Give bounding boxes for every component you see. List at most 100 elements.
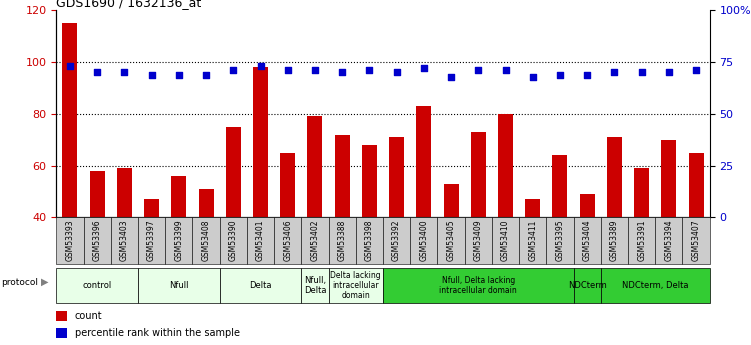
Bar <box>553 155 568 217</box>
FancyBboxPatch shape <box>410 217 437 264</box>
FancyBboxPatch shape <box>383 268 574 303</box>
Bar <box>525 199 540 217</box>
Text: NDCterm, Delta: NDCterm, Delta <box>622 281 689 290</box>
Text: GSM53395: GSM53395 <box>556 220 565 261</box>
Text: Delta: Delta <box>249 281 272 290</box>
Bar <box>416 106 431 217</box>
Point <box>445 74 457 79</box>
Bar <box>307 117 322 217</box>
Bar <box>62 23 77 217</box>
FancyBboxPatch shape <box>111 217 138 264</box>
FancyBboxPatch shape <box>655 217 683 264</box>
Bar <box>89 171 104 217</box>
Text: Nfull, Delta lacking
intracellular domain: Nfull, Delta lacking intracellular domai… <box>439 276 517 295</box>
Bar <box>362 145 377 217</box>
FancyBboxPatch shape <box>56 268 138 303</box>
Point <box>255 63 267 69</box>
Bar <box>580 194 595 217</box>
Text: GSM53402: GSM53402 <box>310 220 319 261</box>
Text: GDS1690 / 1632136_at: GDS1690 / 1632136_at <box>56 0 201 9</box>
Text: GSM53410: GSM53410 <box>501 220 510 261</box>
FancyBboxPatch shape <box>356 217 383 264</box>
Text: Nfull: Nfull <box>169 281 189 290</box>
Point <box>91 70 103 75</box>
Bar <box>280 152 295 217</box>
FancyBboxPatch shape <box>492 217 519 264</box>
Text: GSM53411: GSM53411 <box>528 220 537 261</box>
FancyBboxPatch shape <box>383 217 410 264</box>
Text: GSM53398: GSM53398 <box>365 220 374 261</box>
Text: GSM53393: GSM53393 <box>65 220 74 261</box>
Bar <box>144 199 159 217</box>
Bar <box>471 132 486 217</box>
Text: GSM53400: GSM53400 <box>419 220 428 261</box>
Text: GSM53408: GSM53408 <box>201 220 210 261</box>
FancyBboxPatch shape <box>138 217 165 264</box>
Point <box>499 68 511 73</box>
Bar <box>662 140 677 217</box>
Bar <box>117 168 132 217</box>
Point <box>635 70 647 75</box>
Bar <box>198 189 213 217</box>
FancyBboxPatch shape <box>83 217 111 264</box>
Bar <box>226 127 241 217</box>
Point <box>173 72 185 77</box>
FancyBboxPatch shape <box>519 217 547 264</box>
Point <box>119 70 131 75</box>
Point <box>64 63 76 69</box>
Point <box>391 70 403 75</box>
Point <box>581 72 593 77</box>
Bar <box>389 137 404 217</box>
FancyBboxPatch shape <box>219 217 247 264</box>
Point <box>309 68 321 73</box>
FancyBboxPatch shape <box>601 217 628 264</box>
Text: GSM53390: GSM53390 <box>229 220 238 261</box>
Text: ▶: ▶ <box>41 277 48 287</box>
FancyBboxPatch shape <box>219 268 301 303</box>
Point <box>418 66 430 71</box>
Point <box>526 74 538 79</box>
FancyBboxPatch shape <box>437 217 465 264</box>
Point <box>363 68 376 73</box>
Text: GSM53391: GSM53391 <box>637 220 646 261</box>
FancyBboxPatch shape <box>247 217 274 264</box>
Text: GSM53404: GSM53404 <box>583 220 592 261</box>
Bar <box>253 67 268 217</box>
Text: GSM53396: GSM53396 <box>92 220 101 261</box>
FancyBboxPatch shape <box>301 217 328 264</box>
Text: control: control <box>83 281 112 290</box>
Text: GSM53394: GSM53394 <box>665 220 674 261</box>
Text: GSM53407: GSM53407 <box>692 220 701 261</box>
Text: GSM53406: GSM53406 <box>283 220 292 261</box>
FancyBboxPatch shape <box>165 217 192 264</box>
Bar <box>634 168 649 217</box>
Point <box>200 72 212 77</box>
FancyBboxPatch shape <box>56 217 83 264</box>
Point <box>663 70 675 75</box>
Text: Delta lacking
intracellular
domain: Delta lacking intracellular domain <box>330 270 381 300</box>
FancyBboxPatch shape <box>138 268 219 303</box>
Text: GSM53409: GSM53409 <box>474 220 483 261</box>
Bar <box>56 328 67 338</box>
FancyBboxPatch shape <box>301 268 328 303</box>
FancyBboxPatch shape <box>601 268 710 303</box>
Text: GSM53403: GSM53403 <box>120 220 129 261</box>
FancyBboxPatch shape <box>328 217 356 264</box>
Text: count: count <box>74 311 102 321</box>
Text: GSM53405: GSM53405 <box>447 220 456 261</box>
Text: GSM53397: GSM53397 <box>147 220 156 261</box>
Text: GSM53401: GSM53401 <box>256 220 265 261</box>
Bar <box>689 152 704 217</box>
Bar <box>498 114 513 217</box>
Point <box>228 68 240 73</box>
Text: GSM53399: GSM53399 <box>174 220 183 261</box>
Text: percentile rank within the sample: percentile rank within the sample <box>74 328 240 338</box>
Text: GSM53388: GSM53388 <box>338 220 347 261</box>
Text: protocol: protocol <box>1 277 38 287</box>
FancyBboxPatch shape <box>274 217 301 264</box>
Point <box>608 70 620 75</box>
Point <box>690 68 702 73</box>
Text: GSM53389: GSM53389 <box>610 220 619 261</box>
FancyBboxPatch shape <box>683 217 710 264</box>
Text: GSM53392: GSM53392 <box>392 220 401 261</box>
